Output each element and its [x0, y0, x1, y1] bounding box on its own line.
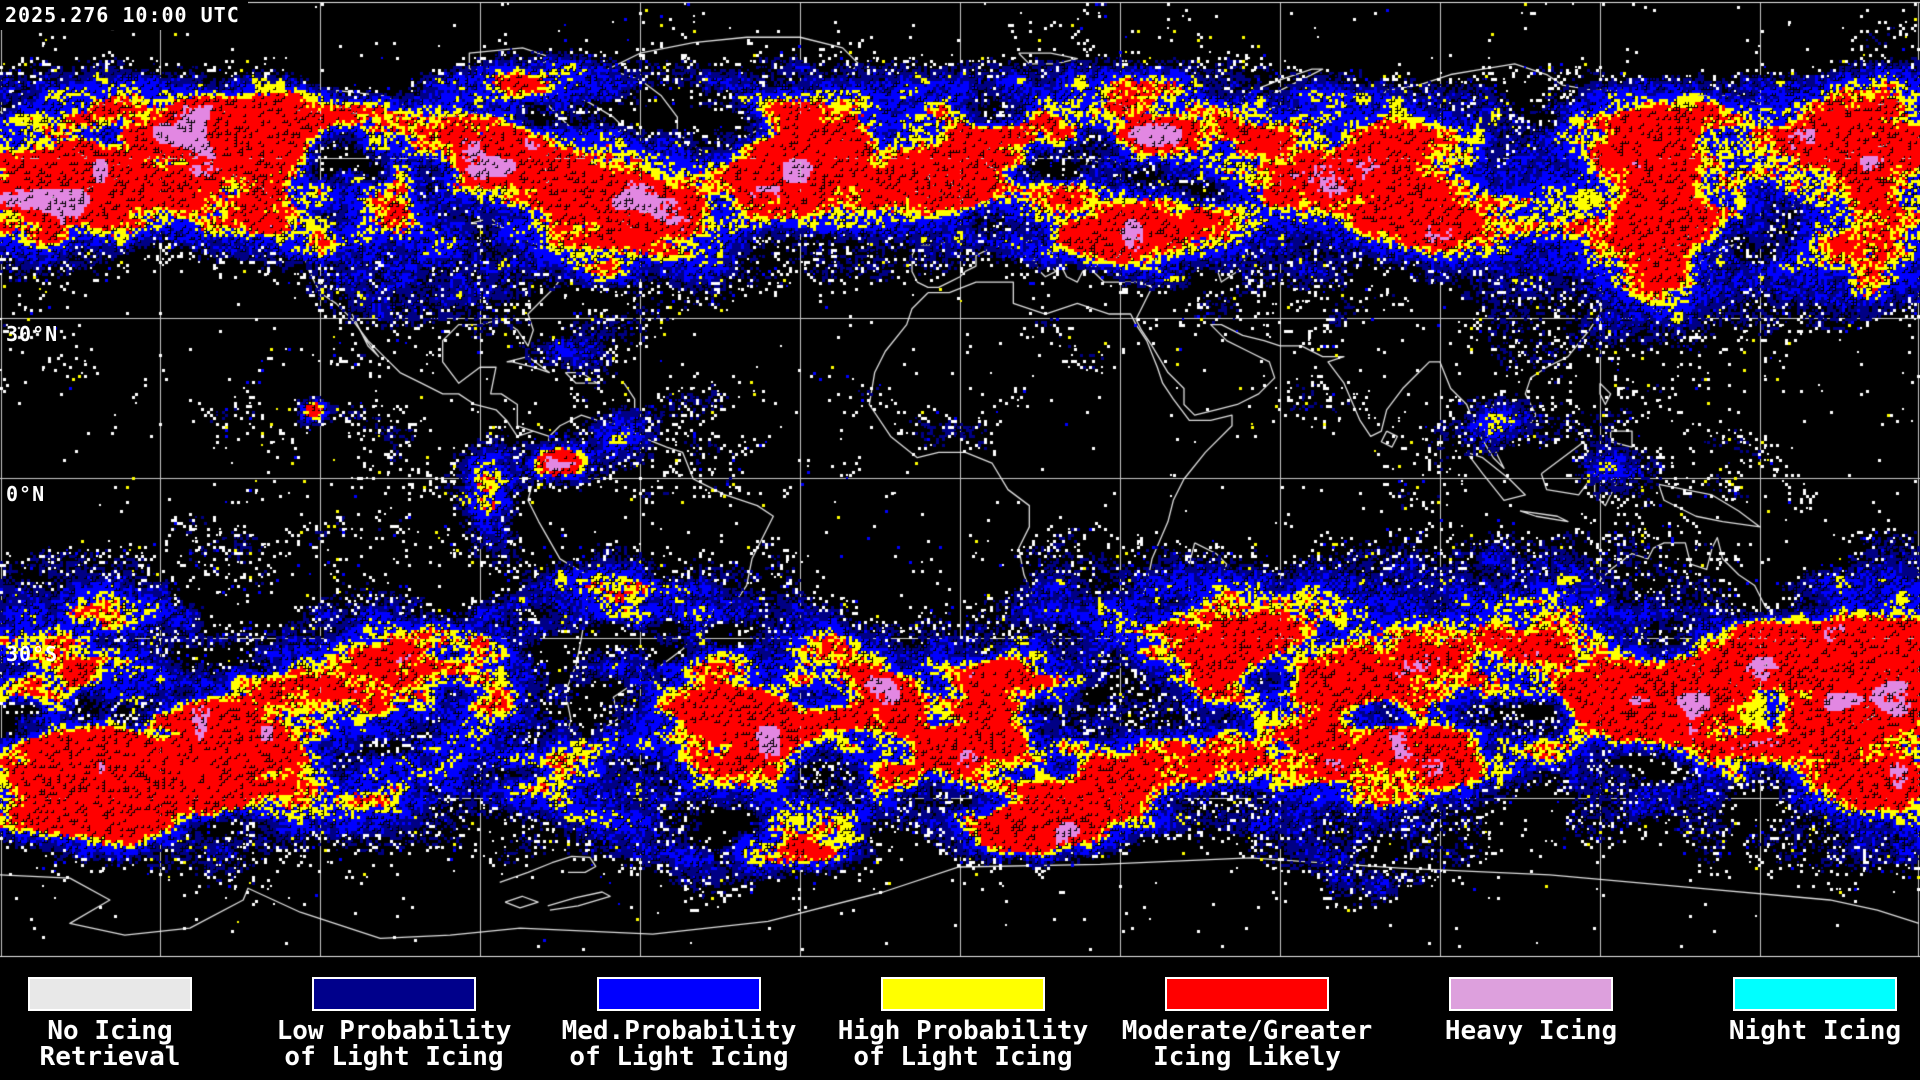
legend-item-high-probability: High Probability of Light Icing	[803, 977, 1123, 1070]
timestamp: 2025.276 10:00 UTC	[0, 0, 248, 30]
legend-swatch-night-icing	[1733, 977, 1897, 1011]
legend-item-night-icing: Night Icing	[1655, 977, 1920, 1044]
legend-label: High Probability	[837, 1016, 1089, 1046]
legend-item-moderate-greater: Moderate/Greater Icing Likely	[1087, 977, 1407, 1070]
legend-label: Moderate/Greater	[1121, 1016, 1373, 1046]
legend-label: of Light Icing	[284, 1042, 504, 1072]
legend-label: of Light Icing	[569, 1042, 789, 1072]
legend-label: of Light Icing	[853, 1042, 1073, 1072]
lat-label: 0°N	[6, 482, 46, 506]
legend-item-no-icing-retrieval: No Icing Retrieval	[0, 977, 270, 1070]
legend-label: Low Probability	[276, 1016, 512, 1046]
legend-swatch-high-probability	[881, 977, 1045, 1011]
legend-label: Med.Probability	[561, 1016, 797, 1046]
legend-label: Retrieval	[39, 1042, 181, 1072]
legend-label: Night Icing	[1728, 1016, 1902, 1046]
world-icing-map-canvas	[0, 0, 1920, 958]
legend-swatch-low-probability	[312, 977, 476, 1011]
legend: No Icing Retrieval Low Probability of Light…	[0, 958, 1920, 1080]
lat-label: 30°N	[6, 322, 59, 346]
legend-swatch-moderate-greater	[1165, 977, 1329, 1011]
legend-swatch-med-probability	[597, 977, 761, 1011]
legend-item-heavy-icing: Heavy Icing	[1371, 977, 1691, 1044]
legend-item-low-probability: Low Probability of Light Icing	[234, 977, 554, 1070]
lat-label: 30°S	[6, 642, 59, 666]
legend-swatch-no-icing-retrieval	[28, 977, 192, 1011]
legend-item-med-probability: Med.Probability of Light Icing	[519, 977, 839, 1070]
legend-label: Icing Likely	[1153, 1042, 1341, 1072]
legend-swatch-heavy-icing	[1449, 977, 1613, 1011]
legend-label: No Icing	[47, 1016, 173, 1046]
legend-label: Heavy Icing	[1444, 1016, 1618, 1046]
